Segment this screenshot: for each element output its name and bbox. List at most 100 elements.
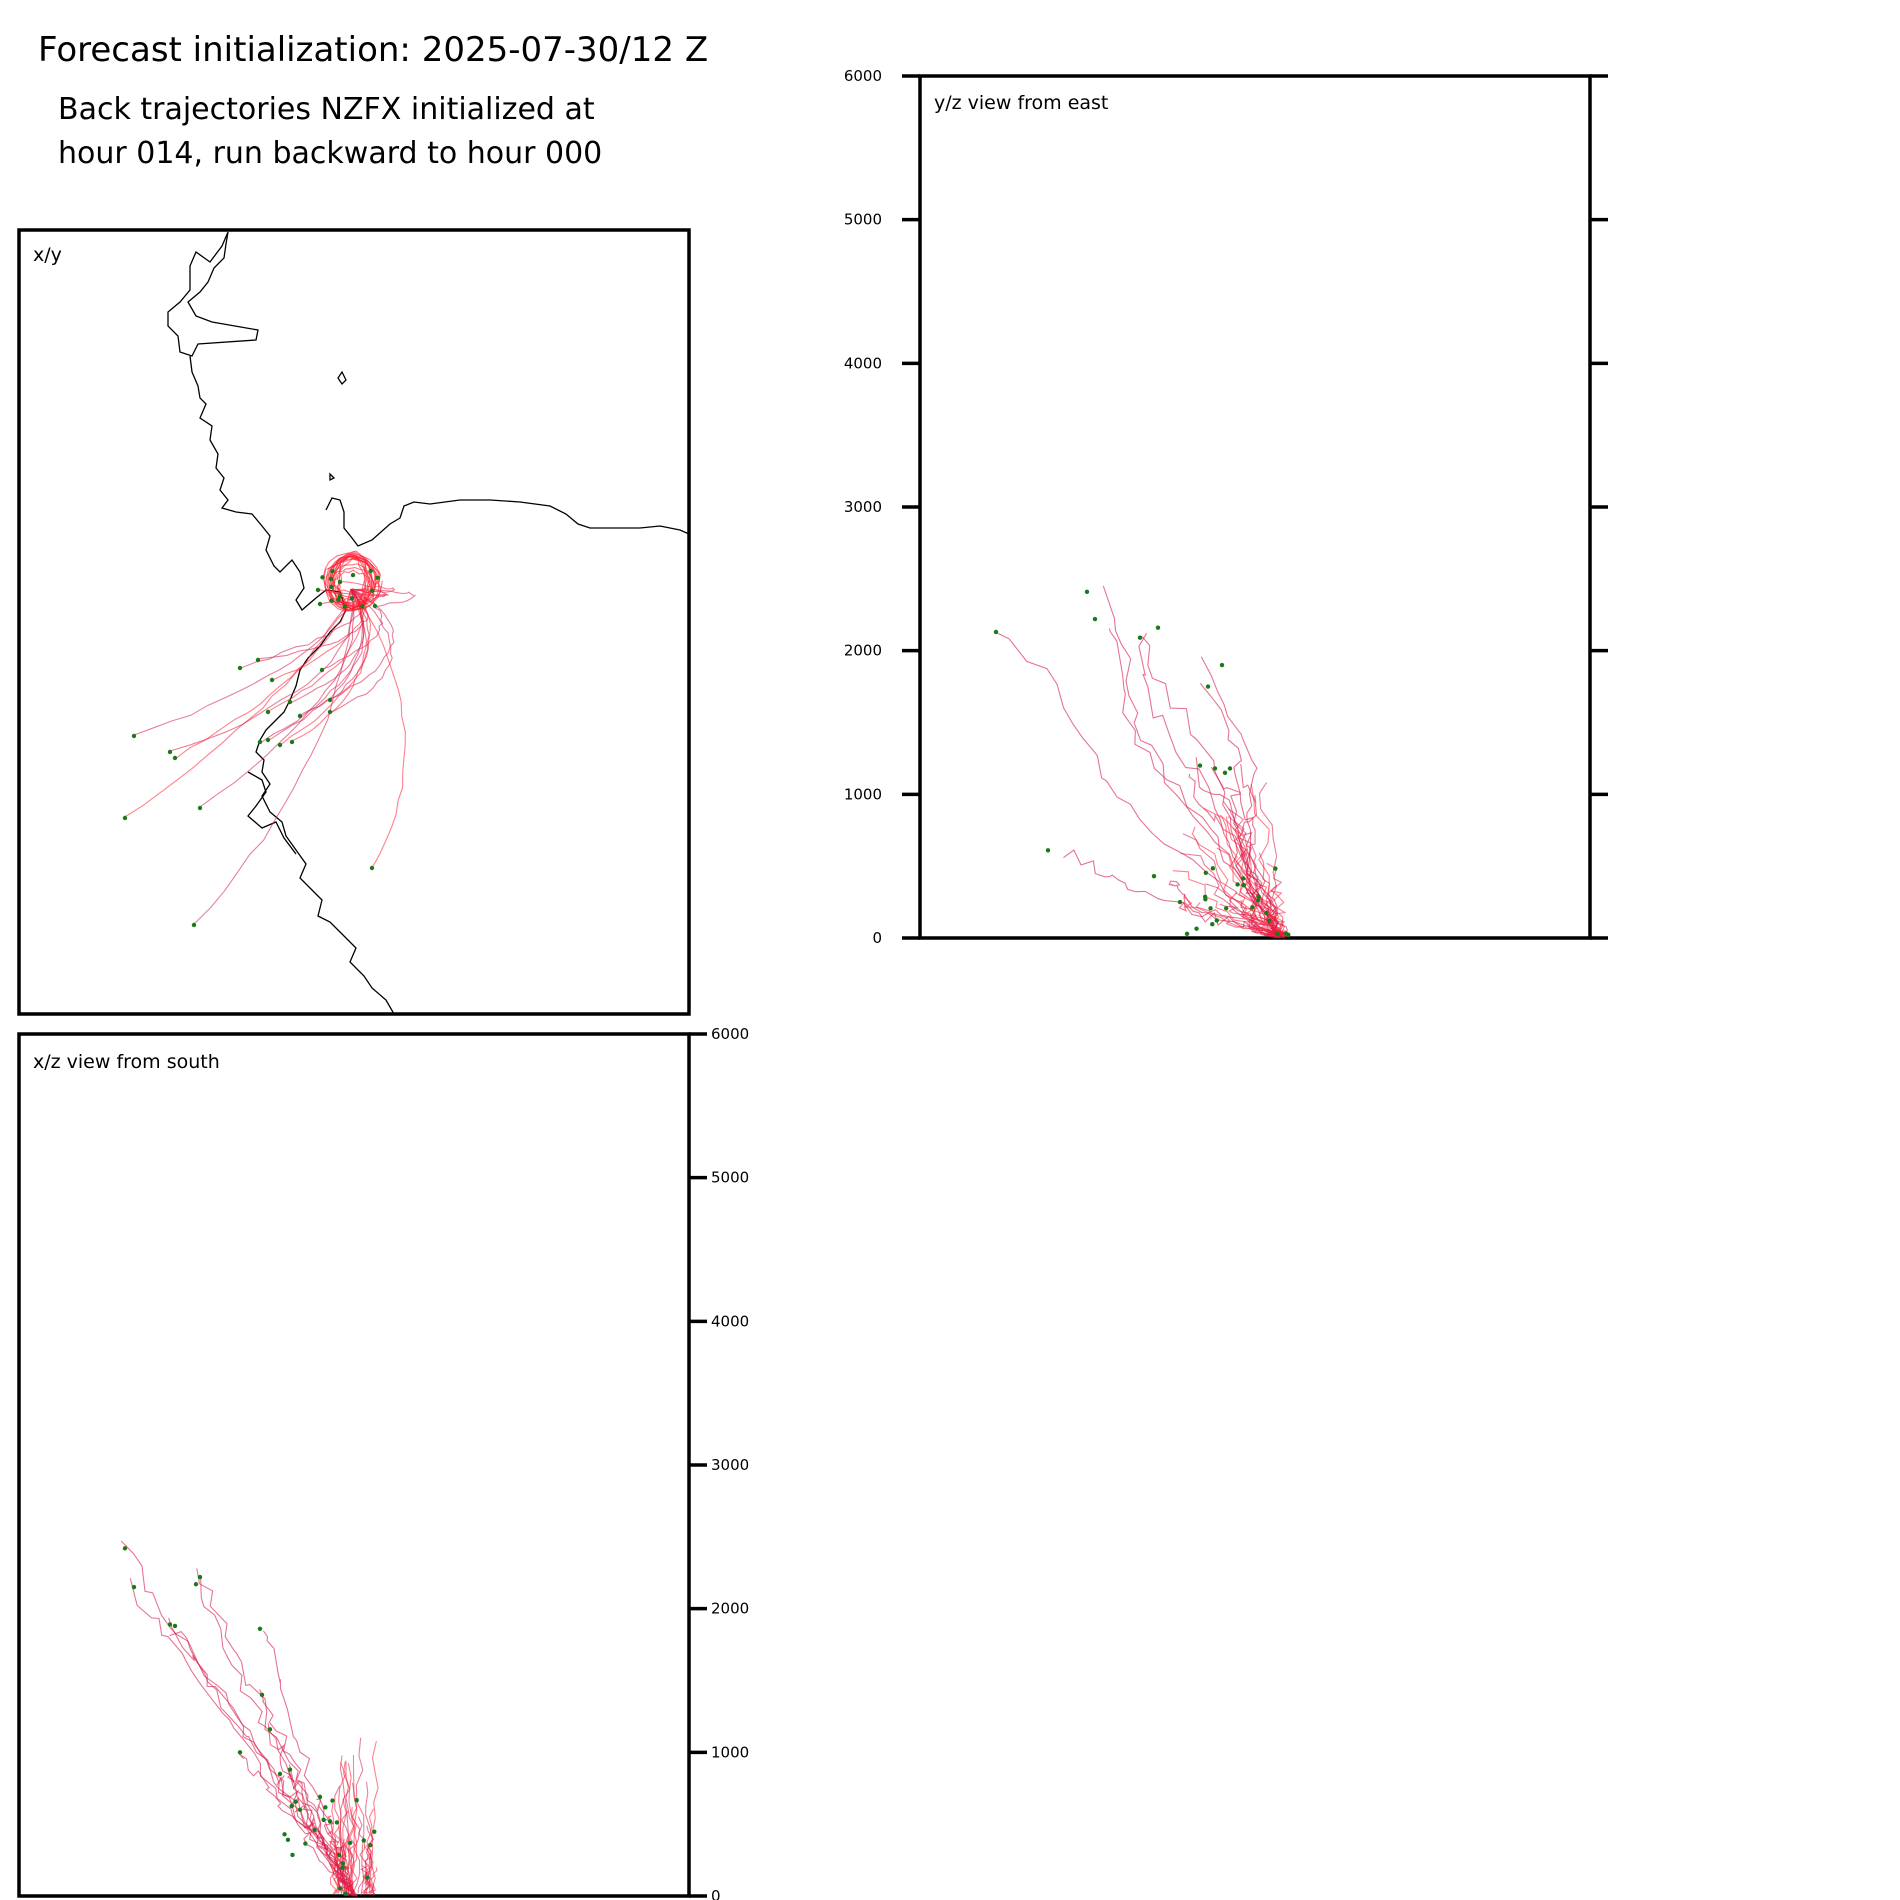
- yz-trajectory: [1108, 628, 1281, 939]
- yz-endpoint: [1241, 882, 1246, 888]
- xz-trajectory: [360, 1853, 370, 1895]
- xz-tick-label: 2000: [711, 1600, 749, 1618]
- xz-endpoint: [323, 1805, 328, 1810]
- xy-release-loop: [330, 567, 375, 599]
- xz-tick-label: 1000: [711, 1743, 749, 1761]
- xz-endpoint: [336, 1852, 342, 1858]
- yz-endpoint: [1210, 922, 1215, 927]
- xy-endpoint: [369, 865, 375, 871]
- xz-endpoint: [257, 1626, 263, 1631]
- xz-trajectory: [349, 1806, 358, 1895]
- figure-subtitle: Back trajectories NZFX initialized at ho…: [58, 88, 602, 176]
- xz-endpoint: [259, 1692, 265, 1698]
- yz-endpoint: [993, 629, 999, 635]
- yz-endpoint: [1045, 848, 1051, 853]
- xz-endpoint: [193, 1582, 199, 1587]
- yz-endpoint: [1203, 870, 1209, 876]
- xy-endpoint: [255, 657, 261, 663]
- yz-trajectory: [1063, 849, 1283, 939]
- xz-endpoint: [197, 1574, 203, 1580]
- xy-endpoint: [265, 737, 271, 743]
- xz-trajectory: [120, 1540, 348, 1897]
- xz-tick-label: 6000: [711, 1025, 749, 1043]
- xz-trajectory: [196, 1568, 353, 1897]
- subtitle-line-1: Back trajectories NZFX initialized at: [58, 92, 595, 127]
- xz-tick-label: 0: [711, 1887, 721, 1900]
- yz-trajectory: [1219, 814, 1290, 936]
- xz-endpoint: [297, 1807, 303, 1813]
- panel-xy-label: x/y: [33, 244, 62, 266]
- xy-endpoint: [317, 601, 323, 607]
- xy-endpoint: [277, 742, 283, 748]
- xy-trajectory: [330, 589, 393, 714]
- xy-endpoint: [237, 665, 243, 671]
- xz-trajectory: [340, 1838, 348, 1895]
- xz-trajectory: [365, 1842, 374, 1894]
- xz-endpoint: [131, 1584, 137, 1590]
- xz-trajectory: [331, 1802, 340, 1894]
- xy-trajectory: [133, 588, 352, 736]
- xy-endpoint: [330, 568, 335, 574]
- xy-endpoint: [172, 755, 178, 761]
- yz-tick-label: 4000: [844, 354, 882, 372]
- yz-endpoint: [1137, 635, 1143, 640]
- xy-trajectory: [278, 588, 372, 747]
- xy-trajectory: [170, 590, 355, 752]
- xy-endpoint: [297, 713, 303, 719]
- xy-endpoint: [319, 667, 325, 673]
- yz-endpoint: [1227, 766, 1233, 771]
- yz-endpoint: [1155, 625, 1161, 630]
- figure-title: Forecast initialization: 2025-07-30/12 Z: [38, 30, 709, 70]
- panel-xy-frame: [17, 228, 691, 1016]
- xy-endpoint: [265, 709, 271, 715]
- xz-endpoint: [361, 1838, 366, 1843]
- yz-endpoint: [1264, 910, 1269, 916]
- panel-yz-endpoints: [993, 589, 1291, 937]
- yz-trajectory: [1141, 636, 1285, 939]
- xz-endpoint: [337, 1886, 343, 1891]
- yz-endpoint: [1275, 931, 1280, 937]
- xz-endpoint: [334, 1820, 340, 1825]
- xy-endpoint: [360, 604, 365, 609]
- xz-endpoint: [303, 1841, 308, 1846]
- xy-trajectory: [267, 589, 365, 742]
- xz-trajectory: [129, 1578, 356, 1897]
- xz-endpoint: [285, 1837, 291, 1843]
- yz-endpoint: [1208, 906, 1213, 911]
- yz-endpoint: [1235, 882, 1240, 887]
- xz-trajectory: [332, 1826, 341, 1895]
- xy-endpoint: [329, 598, 334, 603]
- yz-endpoint: [1092, 616, 1098, 622]
- xz-endpoint: [321, 1817, 326, 1823]
- xz-trajectory: [344, 1760, 354, 1895]
- xz-endpoint: [343, 1891, 348, 1896]
- xz-endpoint: [237, 1750, 243, 1755]
- xz-endpoint: [330, 1798, 335, 1803]
- xy-endpoint: [350, 572, 356, 578]
- xz-trajectory: [363, 1845, 373, 1896]
- xy-trajectory: [291, 591, 367, 742]
- xy-endpoint: [289, 739, 295, 745]
- xy-endpoint: [287, 699, 293, 705]
- xy-endpoint: [131, 733, 137, 739]
- yz-tick-label: 3000: [844, 498, 882, 516]
- xz-trajectory: [339, 1755, 346, 1895]
- xz-endpoint: [340, 1861, 345, 1866]
- yz-endpoint: [1214, 918, 1219, 923]
- xz-trajectory: [345, 1798, 355, 1896]
- xy-trajectory: [351, 588, 406, 869]
- yz-endpoint: [1241, 876, 1246, 881]
- xz-trajectory: [334, 1785, 342, 1894]
- yz-endpoint: [1084, 589, 1090, 594]
- xz-endpoint: [340, 1865, 345, 1871]
- yz-trajectory: [1172, 870, 1282, 936]
- xy-trajectory: [124, 589, 352, 818]
- yz-trajectory: [1203, 807, 1281, 937]
- yz-tick-label: 5000: [844, 211, 882, 229]
- xy-endpoint: [368, 568, 373, 574]
- panel-xz: x/z view from south 0 1000 2000 3000 4000 500…: [17, 1025, 749, 1900]
- panel-yz-frame: [918, 74, 1592, 940]
- xz-endpoint: [312, 1827, 317, 1832]
- yz-endpoint: [1222, 770, 1228, 775]
- panel-xz-label: x/z view from south: [33, 1051, 220, 1073]
